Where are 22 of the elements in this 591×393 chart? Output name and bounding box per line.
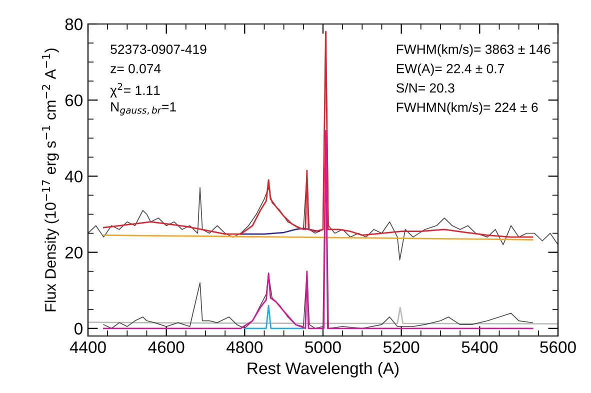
x-axis-title: Rest Wavelength (A) [248, 362, 399, 378]
x-tick-label: 4800 [226, 341, 263, 354]
x-tick-label: 5200 [383, 341, 420, 354]
annotation: 52373-0907-419 [110, 44, 206, 54]
annotation: FWHM(km/s)= 3863 ± 146 [396, 44, 550, 57]
annotation: χ$^{2}$= 1.11 [110, 82, 160, 98]
x-tick-label: 4600 [148, 341, 184, 354]
y-tick-label: 20 [65, 246, 82, 258]
y-tick-label: 60 [65, 94, 82, 106]
y-tick-label: 80 [65, 18, 82, 30]
y-tick-label: 0 [74, 322, 82, 335]
x-tick-label: 5400 [462, 341, 498, 354]
annotation: N$_{gauss,br}$=1 [111, 102, 176, 116]
x-tick-label: 5000 [305, 341, 341, 354]
annotation: FWHMN(km/s)= 224 ± 6 [396, 102, 538, 115]
annotation: z= 0.074 [110, 64, 161, 74]
annotation: EW(A)= 22.4 ± 0.7 [396, 64, 504, 76]
x-tick-label: 4400 [70, 341, 106, 354]
annotation: S/N= 20.3 [396, 82, 454, 93]
text: Flux Density (10$^{−17}$ erg s$^{−1}$ cm$^{−2}$ A$^{−1}$) [42, 48, 59, 312]
x-tick-label: 5600 [540, 341, 576, 354]
y-tick-label: 40 [64, 170, 82, 182]
